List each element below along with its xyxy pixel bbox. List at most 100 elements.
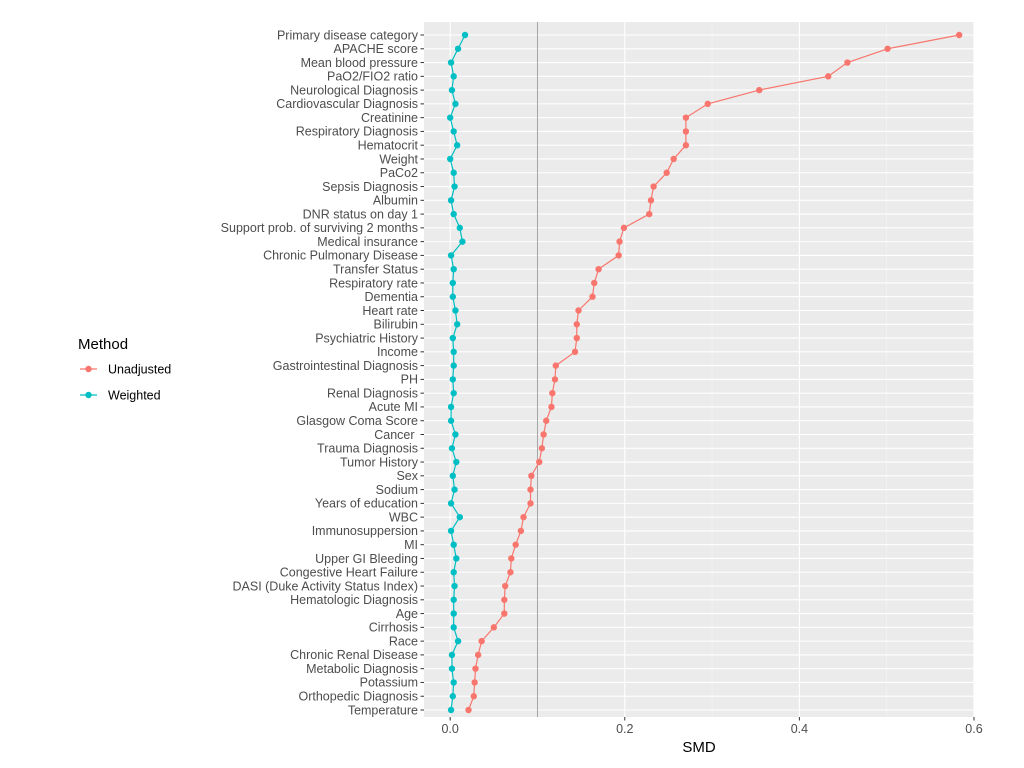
weighted-point (449, 334, 457, 342)
weighted-point (459, 238, 466, 245)
legend-label-unadjusted: Unadjusted (108, 362, 171, 376)
weighted-point (447, 500, 455, 507)
weighted-point (449, 376, 457, 383)
unadjusted-point (844, 59, 851, 66)
y-tick-label: Primary disease category (277, 28, 419, 42)
unadjusted-point (474, 651, 482, 659)
weighted-point (452, 431, 459, 438)
weighted-point (447, 197, 455, 204)
unadjusted-point (470, 693, 477, 700)
unadjusted-point (472, 665, 479, 672)
grid-lines (424, 22, 975, 717)
weighted-point (461, 31, 469, 39)
y-tick-label: PaO2/FIO2 ratio (327, 70, 418, 84)
unadjusted-point (527, 500, 534, 507)
weighted-point (456, 513, 463, 521)
unadjusted-point (575, 307, 582, 314)
y-tick-label: Income (377, 345, 418, 359)
weighted-point (450, 348, 457, 356)
weighted-point (450, 596, 457, 603)
y-tick-label: Orthopedic Diagnosis (298, 690, 418, 704)
legend-items: Unadjusted Weighted (80, 362, 171, 402)
weighted-point (450, 389, 457, 397)
unadjusted-point (471, 679, 478, 686)
unadjusted-point (663, 169, 670, 176)
weighted-point (453, 555, 460, 562)
unadjusted-point (704, 100, 711, 108)
y-tick-label: MI (404, 538, 418, 552)
weighted-point (452, 100, 459, 108)
unadjusted-point (543, 417, 550, 424)
y-tick-label: Weight (379, 152, 418, 166)
unadjusted-point (646, 210, 653, 218)
weighted-point (453, 458, 460, 466)
x-axis-tick-labels: 0.0 0.2 0.4 0.6 (441, 717, 983, 736)
y-tick-label: Years of education (315, 497, 418, 511)
unadjusted-point (512, 541, 519, 548)
weighted-point (448, 665, 456, 672)
x-tick-label: 0.0 (441, 722, 458, 736)
unadjusted-point (501, 582, 509, 590)
y-tick-label: Sex (396, 469, 418, 483)
y-tick-label: Respiratory Diagnosis (296, 125, 418, 139)
unadjusted-point (573, 321, 580, 328)
weighted-point (449, 293, 457, 300)
y-tick-label: DNR status on day 1 (303, 207, 418, 221)
y-tick-label: PH (401, 373, 418, 387)
weighted-point (447, 252, 455, 259)
weighted-point (448, 651, 456, 659)
unadjusted-point (490, 624, 498, 631)
y-tick-label: Trauma Diagnosis (317, 442, 418, 456)
legend-key-point (85, 391, 92, 399)
y-tick-label: Cardiovascular Diagnosis (276, 97, 418, 111)
unadjusted-point (552, 362, 560, 369)
unadjusted-point (478, 637, 485, 645)
unadjusted-point (536, 458, 543, 466)
weighted-point (447, 417, 455, 424)
weighted-point (447, 706, 455, 714)
weighted-point (451, 486, 458, 493)
y-tick-label: Transfer Status (333, 262, 418, 276)
unadjusted-point (955, 31, 963, 39)
y-tick-label: Temperature (348, 703, 418, 717)
x-tick-label: 0.6 (965, 722, 982, 736)
weighted-point (450, 610, 457, 617)
unadjusted-point (825, 73, 832, 80)
weighted-point (450, 624, 457, 631)
unadjusted-point (507, 569, 514, 576)
weighted-point (446, 114, 454, 121)
legend-key-point (85, 365, 92, 373)
unadjusted-point (520, 513, 527, 521)
y-tick-label: Tumor History (340, 455, 419, 469)
y-tick-label: Creatinine (361, 111, 418, 125)
y-tick-label: Chronic Renal Disease (290, 648, 418, 662)
unadjusted-point (465, 706, 472, 714)
weighted-point (447, 403, 455, 411)
unadjusted-point (517, 527, 525, 535)
unadjusted-point (551, 376, 559, 383)
legend: Method Unadjusted Weighted (78, 336, 171, 402)
unadjusted-point (527, 486, 534, 493)
y-tick-label: Acute MI (369, 400, 418, 414)
y-tick-label: Upper GI Bleeding (315, 552, 418, 566)
y-tick-label: Congestive Heart Failure (280, 566, 418, 580)
unadjusted-point (756, 86, 763, 94)
y-tick-label: Mean blood pressure (301, 56, 418, 70)
y-tick-label: DASI (Duke Activity Status Index) (233, 579, 419, 593)
weighted-point (447, 59, 455, 66)
weighted-point (450, 169, 457, 176)
y-tick-label: Race (389, 634, 418, 648)
unadjusted-point (650, 183, 657, 190)
weighted-point (448, 86, 456, 94)
unadjusted-point (616, 238, 623, 245)
weighted-point (449, 693, 457, 700)
weighted-point (450, 541, 457, 548)
unadjusted-point (682, 128, 690, 135)
y-tick-label: Renal Diagnosis (327, 386, 418, 400)
y-tick-label: Psychiatric History (315, 331, 419, 345)
unadjusted-point (540, 431, 547, 438)
y-tick-label: Hematologic Diagnosis (290, 593, 418, 607)
unadjusted-point (591, 279, 598, 287)
unadjusted-point (501, 610, 508, 617)
